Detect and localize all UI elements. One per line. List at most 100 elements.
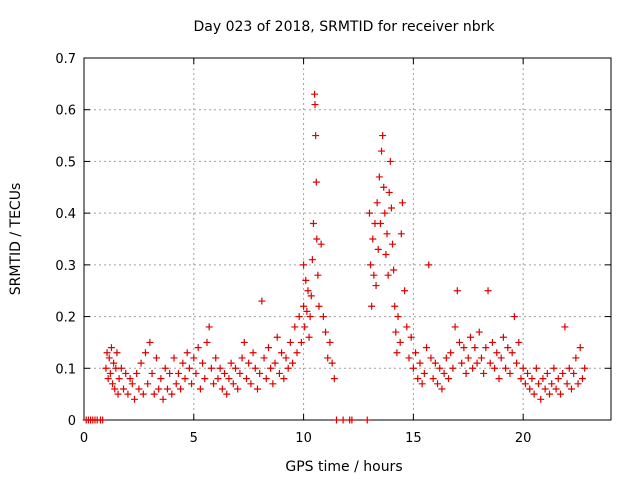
data-point bbox=[267, 364, 275, 372]
data-point bbox=[369, 235, 377, 243]
data-point bbox=[397, 230, 405, 238]
data-point bbox=[161, 364, 169, 372]
data-point bbox=[473, 359, 481, 367]
data-point bbox=[493, 349, 501, 357]
data-point bbox=[477, 354, 485, 362]
data-point bbox=[312, 132, 320, 140]
data-point bbox=[203, 338, 211, 346]
data-point bbox=[194, 344, 202, 352]
data-point bbox=[386, 157, 394, 165]
data-point bbox=[240, 338, 248, 346]
data-point bbox=[291, 323, 299, 331]
data-point bbox=[183, 349, 191, 357]
data-point bbox=[192, 369, 200, 377]
y-tick-label: 0.3 bbox=[55, 259, 76, 274]
data-point bbox=[381, 209, 389, 217]
data-point bbox=[106, 369, 114, 377]
data-point bbox=[339, 416, 347, 424]
data-point bbox=[392, 328, 400, 336]
data-point bbox=[554, 375, 562, 383]
data-point bbox=[311, 90, 319, 98]
chart-title: Day 023 of 2018, SRMTID for receiver nbr… bbox=[193, 19, 495, 35]
data-point bbox=[205, 323, 213, 331]
data-point bbox=[425, 261, 433, 269]
data-point bbox=[423, 344, 431, 352]
data-point bbox=[172, 380, 180, 388]
data-point bbox=[247, 380, 255, 388]
data-point bbox=[104, 375, 112, 383]
data-point bbox=[561, 323, 569, 331]
data-point bbox=[574, 380, 582, 388]
data-point bbox=[453, 287, 461, 295]
data-point bbox=[379, 132, 387, 140]
data-point bbox=[286, 338, 294, 346]
data-point bbox=[431, 359, 439, 367]
data-point bbox=[576, 344, 584, 352]
data-point bbox=[376, 219, 384, 227]
data-point bbox=[280, 375, 288, 383]
data-point bbox=[148, 369, 156, 377]
data-point bbox=[295, 313, 303, 321]
data-point bbox=[528, 375, 536, 383]
data-point bbox=[166, 369, 174, 377]
data-point bbox=[139, 390, 147, 398]
data-point bbox=[541, 385, 549, 393]
data-point bbox=[275, 369, 283, 377]
data-point bbox=[486, 359, 494, 367]
data-point bbox=[306, 313, 314, 321]
data-point bbox=[535, 380, 543, 388]
data-point bbox=[368, 302, 376, 310]
data-point bbox=[170, 354, 178, 362]
data-point bbox=[216, 364, 224, 372]
data-point bbox=[502, 364, 510, 372]
data-point bbox=[378, 147, 386, 155]
data-point bbox=[578, 375, 586, 383]
data-point bbox=[185, 364, 193, 372]
data-point bbox=[513, 359, 521, 367]
data-point bbox=[532, 364, 540, 372]
data-point bbox=[434, 380, 442, 388]
data-point bbox=[174, 369, 182, 377]
data-point bbox=[137, 359, 145, 367]
data-point bbox=[526, 385, 534, 393]
data-point bbox=[141, 349, 149, 357]
data-point bbox=[223, 390, 231, 398]
data-point bbox=[324, 354, 332, 362]
data-point bbox=[447, 349, 455, 357]
data-point bbox=[282, 354, 290, 362]
data-point bbox=[484, 287, 492, 295]
data-point bbox=[389, 240, 397, 248]
data-point bbox=[128, 380, 136, 388]
y-tick-label: 0.7 bbox=[55, 52, 76, 67]
data-point bbox=[407, 333, 415, 341]
data-point bbox=[506, 369, 514, 377]
data-point bbox=[163, 385, 171, 393]
data-point bbox=[168, 390, 176, 398]
data-point bbox=[429, 375, 437, 383]
data-point bbox=[103, 349, 111, 357]
data-point bbox=[372, 282, 380, 290]
data-point bbox=[451, 323, 459, 331]
data-point bbox=[390, 266, 398, 274]
axis-ticks bbox=[83, 57, 611, 421]
y-tick-label: 0.2 bbox=[55, 311, 76, 326]
data-point bbox=[113, 349, 121, 357]
data-point bbox=[326, 338, 334, 346]
data-point bbox=[519, 364, 527, 372]
data-point bbox=[234, 385, 242, 393]
data-point bbox=[227, 359, 235, 367]
data-point bbox=[312, 178, 320, 186]
data-point bbox=[374, 245, 382, 253]
data-point bbox=[221, 369, 229, 377]
data-point bbox=[440, 369, 448, 377]
data-point bbox=[201, 375, 209, 383]
data-point bbox=[565, 364, 573, 372]
data-point bbox=[199, 359, 207, 367]
data-point bbox=[269, 380, 277, 388]
data-point bbox=[181, 375, 189, 383]
data-point bbox=[581, 364, 589, 372]
x-tick-label: 5 bbox=[190, 431, 198, 446]
data-point bbox=[427, 354, 435, 362]
data-point bbox=[311, 101, 319, 109]
data-point bbox=[552, 385, 560, 393]
